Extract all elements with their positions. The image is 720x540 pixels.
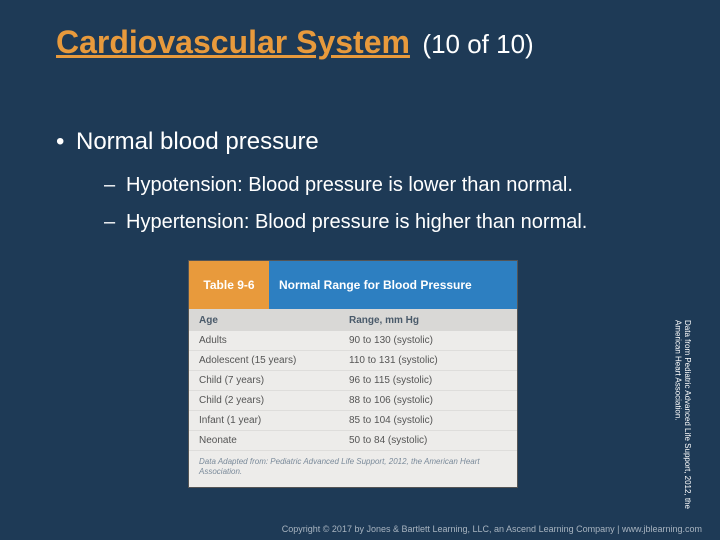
table-row: Child (7 years) 96 to 115 (systolic): [189, 371, 517, 391]
cell-range: 50 to 84 (systolic): [339, 431, 517, 450]
title-main: Cardiovascular System: [56, 24, 410, 60]
cell-age: Adolescent (15 years): [189, 351, 339, 370]
cell-age: Neonate: [189, 431, 339, 450]
bullet-level2-a: Hypotension: Blood pressure is lower tha…: [56, 174, 680, 197]
cell-range: 90 to 130 (systolic): [339, 331, 517, 350]
table-row: Adolescent (15 years) 110 to 131 (systol…: [189, 351, 517, 371]
title-count: (10 of 10): [422, 29, 533, 59]
cell-range: 96 to 115 (systolic): [339, 371, 517, 390]
col-range: Range, mm Hg: [339, 309, 517, 331]
slide-title: Cardiovascular System (10 of 10): [56, 24, 690, 61]
cell-age: Child (7 years): [189, 371, 339, 390]
table-header: Table 9-6 Normal Range for Blood Pressur…: [189, 261, 517, 309]
table-number: Table 9-6: [189, 261, 269, 309]
table-footnote: Data Adapted from: Pediatric Advanced Li…: [189, 451, 517, 482]
table-column-headers: Age Range, mm Hg: [189, 309, 517, 331]
cell-range: 88 to 106 (systolic): [339, 391, 517, 410]
cell-age: Infant (1 year): [189, 411, 339, 430]
footer-copyright: Copyright © 2017 by Jones & Bartlett Lea…: [282, 524, 702, 534]
table-row: Infant (1 year) 85 to 104 (systolic): [189, 411, 517, 431]
cell-range: 110 to 131 (systolic): [339, 351, 517, 370]
bp-table: Table 9-6 Normal Range for Blood Pressur…: [188, 260, 518, 488]
table-row: Child (2 years) 88 to 106 (systolic): [189, 391, 517, 411]
table-row: Neonate 50 to 84 (systolic): [189, 431, 517, 451]
cell-range: 85 to 104 (systolic): [339, 411, 517, 430]
bullet-level1: Normal blood pressure: [56, 128, 680, 156]
content-area: Normal blood pressure Hypotension: Blood…: [56, 128, 680, 248]
cell-age: Child (2 years): [189, 391, 339, 410]
col-age: Age: [189, 309, 339, 331]
table-title: Normal Range for Blood Pressure: [269, 261, 517, 309]
cell-age: Adults: [189, 331, 339, 350]
bullet-level2-b: Hypertension: Blood pressure is higher t…: [56, 211, 680, 234]
side-credit: Data from Pediatric Advanced Life Suppor…: [522, 320, 692, 540]
slide: Cardiovascular System (10 of 10) Normal …: [0, 0, 720, 540]
table-row: Adults 90 to 130 (systolic): [189, 331, 517, 351]
